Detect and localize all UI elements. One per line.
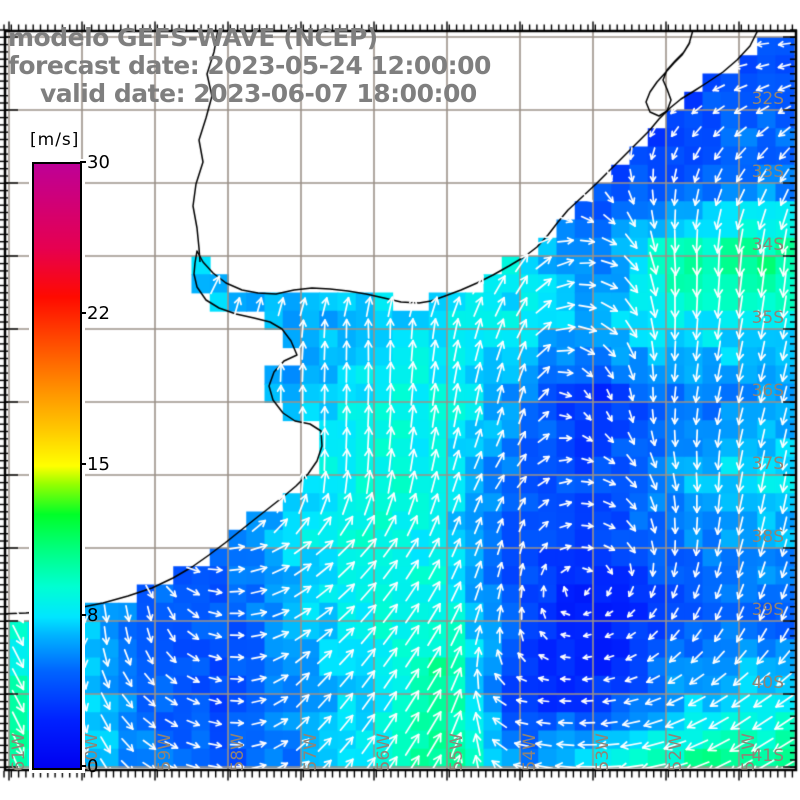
forecast-date-line: forecast date: 2023-05-24 12:00:00 bbox=[8, 51, 491, 80]
lon-axis-label: 56W bbox=[374, 733, 394, 772]
lat-axis-label: 34S bbox=[751, 235, 784, 255]
colorbar-tick bbox=[80, 463, 86, 465]
lon-axis-label: 55W bbox=[447, 733, 467, 772]
lat-axis-label: 40S bbox=[751, 673, 784, 693]
colorbar-tick bbox=[80, 312, 86, 314]
colorbar-gradient bbox=[34, 164, 80, 768]
lat-axis-label: 37S bbox=[751, 454, 784, 474]
lon-axis-label: 51W bbox=[739, 733, 759, 772]
lat-axis-label: 35S bbox=[751, 308, 784, 328]
colorbar-tick-label: 15 bbox=[87, 454, 110, 475]
lat-axis-label: 39S bbox=[751, 600, 784, 620]
lon-axis-label: 57W bbox=[301, 733, 321, 772]
colorbar-tick bbox=[80, 765, 86, 767]
lon-axis-label: 58W bbox=[228, 733, 248, 772]
lat-axis-label: 38S bbox=[751, 527, 784, 547]
lat-axis-label: 33S bbox=[751, 162, 784, 182]
colorbar-tick-label: 0 bbox=[87, 756, 99, 777]
lon-axis-label: 54W bbox=[520, 733, 540, 772]
model-title: modelo GEFS-WAVE (NCEP) bbox=[8, 23, 378, 52]
colorbar-tick-label: 22 bbox=[87, 303, 110, 324]
lon-axis-label: 52W bbox=[666, 733, 686, 772]
colorbar-tick-label: 8 bbox=[87, 605, 99, 626]
lon-axis-label: 53W bbox=[593, 733, 613, 772]
lat-axis-label: 41S bbox=[751, 746, 784, 766]
lat-axis-label: 32S bbox=[751, 89, 784, 109]
valid-date-line: valid date: 2023-06-07 18:00:00 bbox=[40, 79, 477, 108]
colorbar-tick bbox=[80, 161, 86, 163]
lon-axis-label: 59W bbox=[155, 733, 175, 772]
lon-axis-label: 61W bbox=[9, 733, 29, 772]
colorbar-unit-label: [m/s] bbox=[30, 130, 80, 150]
colorbar bbox=[32, 162, 82, 770]
colorbar-tick bbox=[80, 614, 86, 616]
colorbar-tick-label: 30 bbox=[87, 152, 110, 173]
lat-axis-label: 36S bbox=[751, 381, 784, 401]
